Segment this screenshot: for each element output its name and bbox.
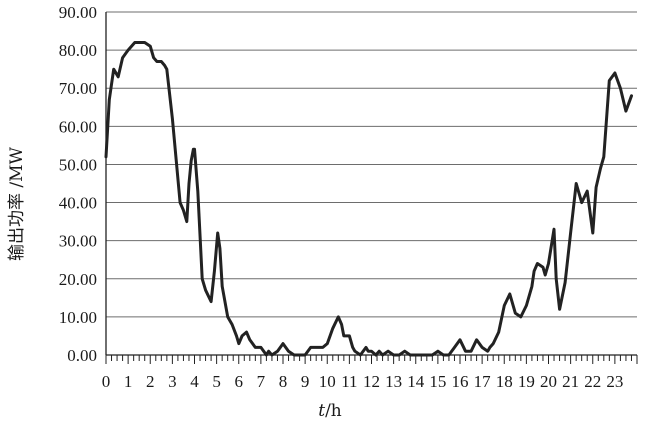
x-tick-label: 15 (429, 372, 446, 391)
x-tick-label: 19 (518, 372, 535, 391)
x-tick-label: 20 (540, 372, 557, 391)
x-tick-label: 23 (606, 372, 623, 391)
x-tick-label: 16 (452, 372, 469, 391)
x-tick-label: 2 (146, 372, 155, 391)
x-tick-label: 5 (212, 372, 221, 391)
y-tick-labels: 0.00 10.00 20.00 30.00 40.00 50.00 60.00 70.00 8… (59, 3, 97, 365)
x-tick-label: 21 (562, 372, 579, 391)
series (104, 41, 633, 357)
x-axis-label: t/h (318, 401, 342, 421)
y-tick-label: 60.00 (59, 117, 97, 136)
x-axis-variable: t (318, 401, 325, 421)
x-tick-label: 3 (168, 372, 177, 391)
x-tick-label: 12 (363, 372, 380, 391)
y-tick-label: 70.00 (59, 79, 97, 98)
x-tick-label: 7 (257, 372, 266, 391)
y-tick-label: 90.00 (59, 3, 97, 22)
x-tick-label: 14 (407, 372, 425, 391)
x-tick-label: 22 (584, 372, 601, 391)
y-tick-label: 40.00 (59, 194, 97, 213)
axes (105, 12, 638, 364)
x-tick-label: 6 (235, 372, 244, 391)
x-tick-labels: 0 1 2 3 4 5 6 7 8 9 10 11 12 13 14 15 16 17 18 19 20 21 22 23 (102, 372, 624, 391)
series-line (104, 41, 633, 357)
y-axis-label: 输出功率 /MW (7, 146, 27, 261)
x-tick-label: 10 (319, 372, 336, 391)
y-tick-label: 20.00 (59, 270, 97, 289)
x-tick-label: 1 (124, 372, 133, 391)
x-tick-label: 9 (301, 372, 310, 391)
y-tick-label: 50.00 (59, 155, 97, 174)
x-tick-label: 11 (341, 372, 357, 391)
y-tick-label: 30.00 (59, 232, 97, 251)
x-tick-label: 0 (102, 372, 111, 391)
x-tick-label: 13 (385, 372, 402, 391)
x-tick-label: 17 (474, 372, 492, 391)
y-tick-label: 0.00 (67, 346, 97, 365)
x-tick-label: 18 (496, 372, 513, 391)
x-tick-label: 4 (190, 372, 199, 391)
x-axis-unit: /h (325, 401, 342, 421)
y-tick-label: 10.00 (59, 308, 97, 327)
x-tick-label: 8 (279, 372, 288, 391)
y-tick-label: 80.00 (59, 41, 97, 60)
